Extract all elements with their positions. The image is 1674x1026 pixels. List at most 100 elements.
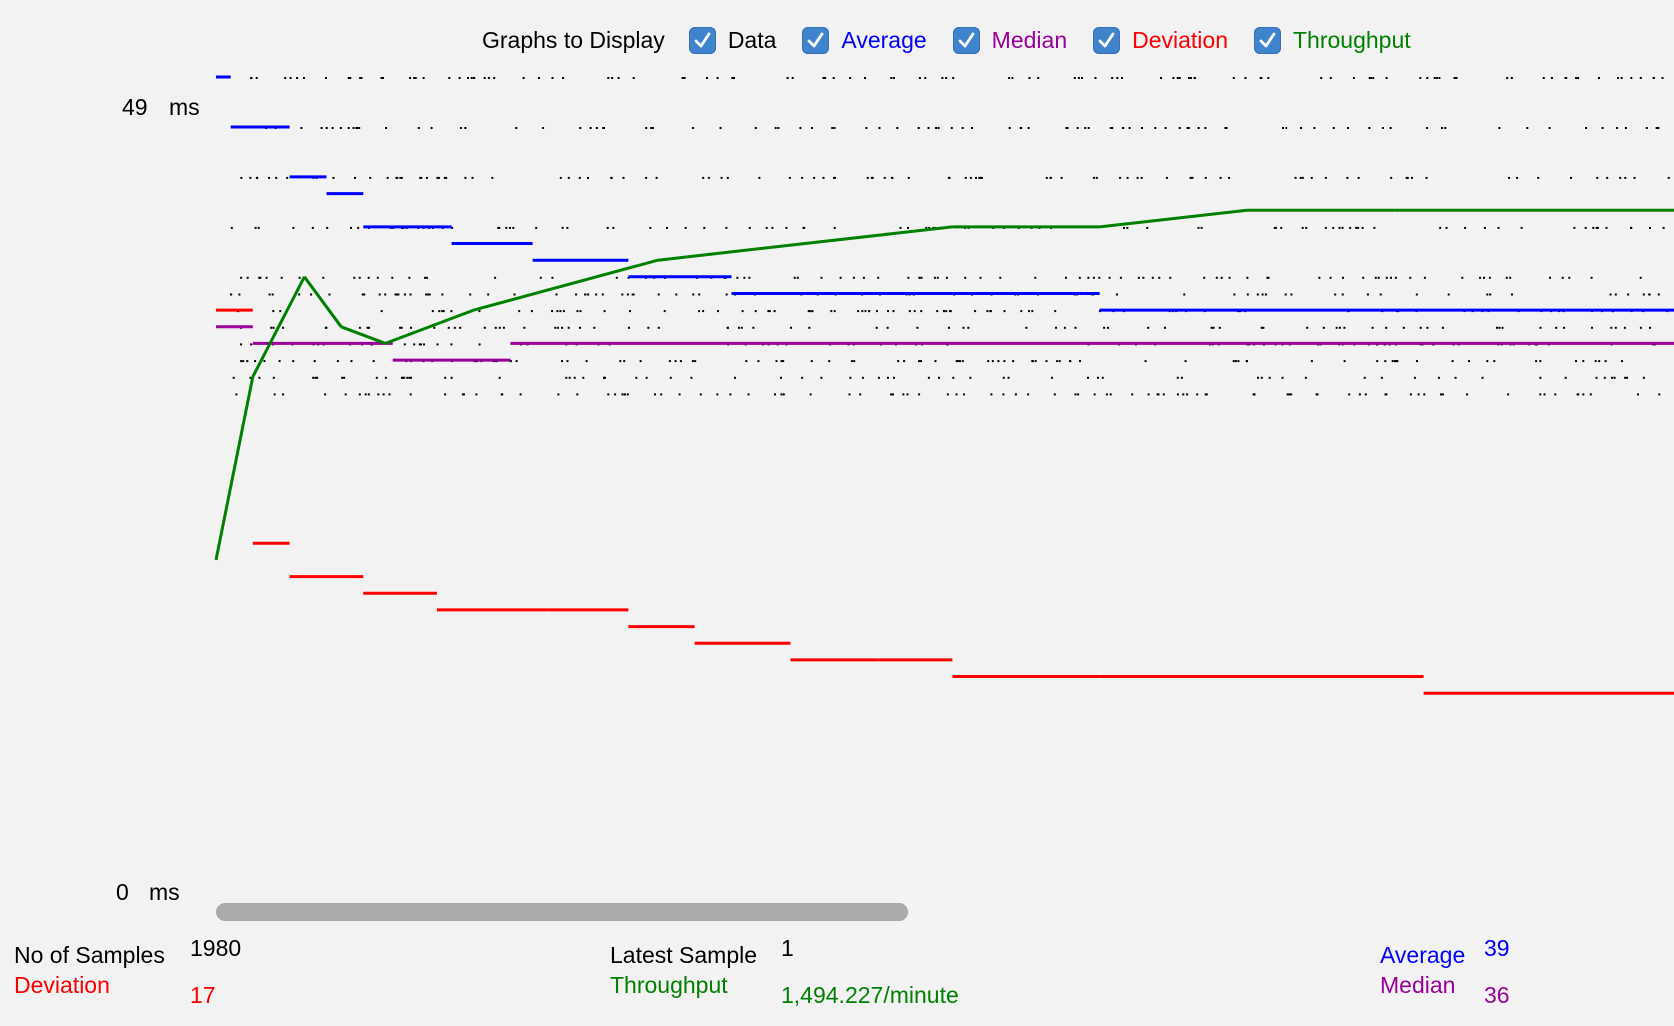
data-sample-mark — [657, 293, 660, 296]
data-sample-mark — [865, 127, 868, 129]
data-sample-mark — [861, 376, 864, 379]
checkbox-throughput[interactable]: Throughput — [1254, 26, 1411, 54]
data-sample-mark — [950, 127, 953, 129]
checkbox-median[interactable]: Median — [952, 26, 1068, 54]
data-sample-mark — [698, 293, 701, 296]
data-sample-mark — [1137, 276, 1140, 279]
throughput-point — [214, 376, 255, 561]
data-sample-mark — [1158, 276, 1161, 279]
data-sample-mark — [1368, 77, 1371, 79]
data-sample-mark — [684, 226, 687, 229]
checkbox-deviation-check-icon[interactable] — [1093, 26, 1121, 54]
data-sample-mark — [1595, 376, 1598, 379]
data-sample-mark — [1426, 127, 1429, 129]
data-sample-mark — [562, 310, 565, 313]
data-sample-mark — [1121, 77, 1123, 79]
average-label: Average — [1380, 942, 1466, 968]
data-sample-mark — [902, 393, 905, 396]
data-sample-mark — [1280, 226, 1283, 229]
data-sample-mark — [1633, 176, 1636, 179]
data-sample-mark — [683, 77, 686, 79]
checkbox-data-label[interactable]: Data — [727, 26, 777, 53]
data-sample-mark — [1301, 226, 1304, 229]
data-sample-mark — [1081, 77, 1083, 79]
checkbox-average[interactable]: Average — [802, 26, 927, 54]
data-sample-mark — [339, 127, 342, 129]
checkbox-data-check-icon[interactable] — [688, 26, 716, 54]
data-sample-mark — [1281, 376, 1284, 379]
checkbox-throughput-label[interactable]: Throughput — [1293, 26, 1411, 53]
data-sample-mark — [1582, 360, 1585, 363]
data-sample-mark — [1257, 376, 1259, 379]
checkbox-average-label[interactable]: Average — [841, 26, 927, 53]
data-sample-mark — [612, 226, 615, 229]
data-sample-mark — [768, 310, 771, 313]
data-sample-mark — [699, 393, 702, 396]
checkbox-data[interactable]: Data — [688, 26, 777, 54]
data-sample-mark — [322, 276, 325, 279]
data-sample-mark — [1655, 127, 1658, 129]
data-sample-mark — [1147, 326, 1150, 329]
data-sample-mark — [969, 176, 972, 179]
data-sample-mark — [582, 376, 585, 379]
data-sample-mark — [916, 326, 919, 329]
data-sample-mark — [629, 310, 631, 313]
throughput-point — [251, 276, 306, 378]
data-sample-mark — [357, 226, 360, 229]
data-sample-mark — [852, 276, 855, 279]
checkbox-deviation-label[interactable]: Deviation — [1132, 26, 1228, 53]
data-sample-mark — [515, 360, 518, 363]
data-sample-mark — [1002, 393, 1005, 396]
data-sample-mark — [1371, 326, 1374, 329]
data-sample-mark — [273, 393, 276, 396]
data-sample-mark — [1649, 226, 1651, 229]
checkbox-throughput-check-icon[interactable] — [1254, 26, 1281, 54]
data-sample-mark — [1589, 393, 1592, 396]
data-sample-mark — [1094, 77, 1097, 79]
data-sample-mark — [619, 360, 622, 363]
data-sample-mark — [678, 393, 681, 396]
data-sample-mark — [1103, 326, 1106, 329]
data-sample-mark — [1109, 393, 1112, 396]
data-sample-mark — [1178, 127, 1181, 129]
data-sample-mark — [967, 326, 970, 329]
data-sample-mark — [1409, 393, 1412, 396]
data-sample-mark — [1020, 127, 1023, 129]
data-sample-mark — [1455, 77, 1458, 79]
data-sample-mark — [1232, 77, 1235, 79]
data-sample-mark — [1658, 393, 1661, 396]
data-sample-mark — [1416, 360, 1418, 363]
data-sample-mark — [265, 276, 268, 279]
data-sample-mark — [720, 176, 723, 179]
data-sample-mark — [990, 393, 993, 396]
data-sample-mark — [674, 360, 677, 363]
data-sample-mark — [1595, 226, 1598, 229]
data-sample-mark — [810, 360, 813, 363]
data-sample-mark — [431, 310, 434, 313]
data-sample-mark — [1657, 293, 1660, 296]
checkbox-deviation[interactable]: Deviation — [1093, 26, 1228, 54]
checkbox-median-label[interactable]: Median — [991, 26, 1068, 53]
data-sample-mark — [808, 326, 811, 329]
data-sample-mark — [562, 77, 565, 79]
checkbox-median-check-icon[interactable] — [952, 26, 980, 54]
data-sample-mark — [487, 293, 490, 296]
data-sample-mark — [780, 376, 782, 379]
data-sample-mark — [331, 127, 334, 129]
data-sample-mark — [1234, 360, 1237, 363]
data-sample-mark — [1539, 393, 1542, 396]
horizontal-scrollbar[interactable] — [216, 903, 908, 921]
data-sample-mark — [655, 176, 658, 179]
data-sample-mark — [654, 393, 656, 396]
data-sample-mark — [820, 376, 823, 379]
data-sample-mark — [1205, 393, 1208, 396]
data-sample-mark — [1073, 77, 1076, 79]
data-sample-mark — [1288, 393, 1291, 396]
data-sample-mark — [1122, 127, 1125, 129]
data-sample-mark — [272, 326, 275, 329]
data-sample-mark — [385, 127, 388, 129]
data-sample-mark — [1144, 360, 1147, 363]
checkbox-average-check-icon[interactable] — [802, 26, 830, 54]
data-sample-mark — [615, 276, 618, 279]
data-sample-mark — [1584, 226, 1587, 229]
